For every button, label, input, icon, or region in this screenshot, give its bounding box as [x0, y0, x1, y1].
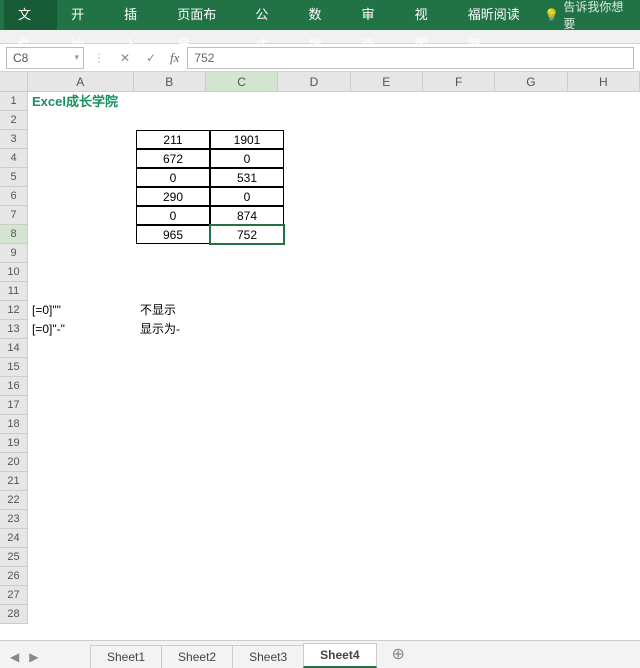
- cell[interactable]: 1901: [210, 130, 284, 149]
- col-header[interactable]: F: [423, 72, 495, 92]
- tab-view[interactable]: 视图: [401, 0, 454, 30]
- col-header[interactable]: G: [495, 72, 567, 92]
- cell[interactable]: [=0]"": [28, 301, 136, 320]
- cell[interactable]: 965: [136, 225, 210, 244]
- cell[interactable]: 0: [136, 168, 210, 187]
- cell[interactable]: 531: [210, 168, 284, 187]
- sheet-tab[interactable]: Sheet3: [232, 645, 304, 668]
- row-header[interactable]: 23: [0, 510, 28, 529]
- row-header[interactable]: 2: [0, 111, 28, 130]
- row-header[interactable]: 5: [0, 168, 28, 187]
- next-sheet-icon[interactable]: ▶: [29, 650, 38, 664]
- sheet-tab[interactable]: Sheet1: [90, 645, 162, 668]
- tell-me-label: 告诉我你想要: [563, 0, 632, 32]
- cell[interactable]: 874: [210, 206, 284, 225]
- row-header[interactable]: 12: [0, 301, 28, 320]
- cell[interactable]: [=0]"-": [28, 320, 136, 339]
- row-header[interactable]: 3: [0, 130, 28, 149]
- row-header[interactable]: 18: [0, 415, 28, 434]
- select-all-corner[interactable]: [0, 72, 28, 92]
- row-header[interactable]: 4: [0, 149, 28, 168]
- row-header[interactable]: 9: [0, 244, 28, 263]
- cell[interactable]: 0: [136, 206, 210, 225]
- row-header[interactable]: 20: [0, 453, 28, 472]
- sheet-tabs: ◀ ▶ Sheet1Sheet2Sheet3Sheet4 ⊕: [0, 640, 640, 668]
- formula-input[interactable]: [187, 47, 634, 69]
- row-headers: 1234567891011121314151617181920212223242…: [0, 92, 28, 624]
- cell[interactable]: 290: [136, 187, 210, 206]
- nav-arrows[interactable]: ◀ ▶: [10, 650, 38, 664]
- col-header[interactable]: E: [351, 72, 423, 92]
- row-header[interactable]: 8: [0, 225, 28, 244]
- cancel-icon[interactable]: ✕: [114, 47, 136, 69]
- cell[interactable]: 显示为-: [136, 320, 210, 339]
- row-header[interactable]: 21: [0, 472, 28, 491]
- row-header[interactable]: 19: [0, 434, 28, 453]
- lightbulb-icon: 💡: [544, 8, 559, 22]
- col-header[interactable]: B: [134, 72, 206, 92]
- name-box[interactable]: C8: [6, 47, 84, 69]
- sheet-tab[interactable]: Sheet4: [303, 643, 376, 668]
- row-header[interactable]: 24: [0, 529, 28, 548]
- fx-icon[interactable]: fx: [170, 50, 179, 66]
- row-header[interactable]: 1: [0, 92, 28, 111]
- cell[interactable]: 211: [136, 130, 210, 149]
- tab-file[interactable]: 文件: [4, 0, 57, 30]
- col-header[interactable]: C: [206, 72, 278, 92]
- sheet-area: ABCDEFGH 1234567891011121314151617181920…: [0, 72, 640, 640]
- col-headers: ABCDEFGH: [28, 72, 640, 92]
- ribbon: 文件 开始 插入 页面布局 公式 数据 审阅 视图 福昕阅读器 💡 告诉我你想要: [0, 0, 640, 30]
- tab-formula[interactable]: 公式: [241, 0, 294, 30]
- row-header[interactable]: 6: [0, 187, 28, 206]
- row-header[interactable]: 17: [0, 396, 28, 415]
- row-header[interactable]: 28: [0, 605, 28, 624]
- cell[interactable]: 0: [210, 187, 284, 206]
- row-header[interactable]: 27: [0, 586, 28, 605]
- row-header[interactable]: 22: [0, 491, 28, 510]
- cell[interactable]: 0: [210, 149, 284, 168]
- row-header[interactable]: 15: [0, 358, 28, 377]
- row-header[interactable]: 13: [0, 320, 28, 339]
- row-header[interactable]: 16: [0, 377, 28, 396]
- cell[interactable]: 不显示: [136, 301, 210, 320]
- tab-foxit[interactable]: 福昕阅读器: [454, 0, 545, 30]
- row-header[interactable]: 25: [0, 548, 28, 567]
- tab-data[interactable]: 数据: [294, 0, 347, 30]
- col-header[interactable]: A: [28, 72, 134, 92]
- sheet-tab[interactable]: Sheet2: [161, 645, 233, 668]
- row-header[interactable]: 11: [0, 282, 28, 301]
- tell-me[interactable]: 💡 告诉我你想要: [544, 0, 636, 32]
- row-header[interactable]: 7: [0, 206, 28, 225]
- tab-layout[interactable]: 页面布局: [163, 0, 241, 30]
- tab-review[interactable]: 审阅: [348, 0, 401, 30]
- cell[interactable]: Excel成长学院: [28, 92, 136, 111]
- add-sheet-button[interactable]: ⊕: [392, 644, 405, 668]
- col-header[interactable]: H: [568, 72, 640, 92]
- tab-insert[interactable]: 插入: [110, 0, 163, 30]
- formula-bar: C8 ⋮ ✕ ✓ fx: [0, 44, 640, 72]
- cell[interactable]: 752: [210, 225, 284, 244]
- col-header[interactable]: D: [278, 72, 350, 92]
- vdots-icon: ⋮: [88, 47, 110, 69]
- row-header[interactable]: 10: [0, 263, 28, 282]
- cell[interactable]: 672: [136, 149, 210, 168]
- prev-sheet-icon[interactable]: ◀: [10, 650, 19, 664]
- tab-home[interactable]: 开始: [57, 0, 110, 30]
- enter-icon[interactable]: ✓: [140, 47, 162, 69]
- row-header[interactable]: 14: [0, 339, 28, 358]
- row-header[interactable]: 26: [0, 567, 28, 586]
- cell-grid[interactable]: Excel成长学院21119016720053129000874965752[=…: [28, 92, 640, 640]
